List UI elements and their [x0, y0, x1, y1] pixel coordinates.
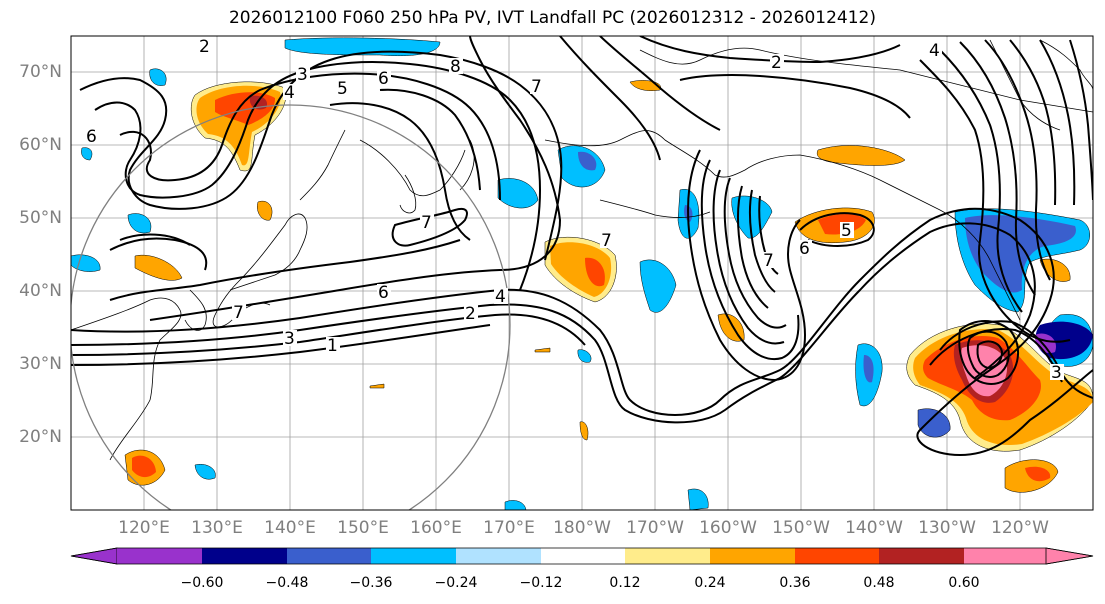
- contour-label: 8: [450, 57, 461, 77]
- lat-label: 70°N: [19, 62, 62, 82]
- colorbar-extend-high: [1045, 547, 1094, 565]
- contour-label: 6: [378, 283, 389, 303]
- colorbar-tick-label: −0.36: [349, 575, 393, 591]
- contour-label: 7: [531, 77, 542, 97]
- contour-label: 2: [771, 53, 782, 73]
- contour-label: 7: [421, 213, 432, 233]
- lat-label: 40°N: [19, 281, 62, 301]
- contour-label: 6: [86, 127, 97, 147]
- contour-label: 4: [929, 41, 940, 61]
- lon-label: 150°E: [337, 518, 389, 538]
- lon-label: 130°E: [191, 518, 243, 538]
- contour-label: 6: [799, 239, 810, 259]
- colorbar-tick-label: −0.48: [265, 575, 309, 591]
- contour-label: 2: [199, 37, 210, 57]
- contour-label: 7: [601, 231, 612, 251]
- contour-label-group: 2 3 4 5 6 8 7 2 4 6 7 7 3 1: [85, 37, 1064, 383]
- colorbar-segment: [117, 548, 202, 564]
- lon-label: 120°W: [991, 518, 1049, 538]
- lat-label: 60°N: [19, 135, 62, 155]
- landfall-region-circle: [71, 104, 511, 510]
- colorbar: [70, 547, 1094, 565]
- colorbar-tick-label: −0.24: [434, 575, 478, 591]
- lon-label: 130°W: [918, 518, 976, 538]
- colorbar-outline: [70, 547, 1094, 565]
- lon-label: 180°W: [553, 518, 611, 538]
- colorbar-segment: [371, 548, 456, 564]
- colorbar-segment: [541, 548, 625, 564]
- lat-label: 50°N: [19, 208, 62, 228]
- contour-label: 3: [1051, 363, 1062, 383]
- contour-label: 7: [233, 303, 244, 323]
- colorbar-segment: [202, 548, 287, 564]
- contour-label: 3: [284, 329, 295, 349]
- colorbar-tick-label: 0.36: [779, 575, 811, 591]
- lon-label: 170°W: [626, 518, 684, 538]
- contour-label: 6: [378, 69, 389, 89]
- colorbar-segment: [795, 548, 879, 564]
- colorbar-segment: [964, 548, 1046, 564]
- plot-frame: [70, 35, 1094, 511]
- lon-label: 170°E: [483, 518, 535, 538]
- colorbar-tick-label: −0.12: [519, 575, 563, 591]
- colorbar-segment: [625, 548, 710, 564]
- contour-label: 3: [297, 65, 308, 85]
- lat-label: 20°N: [19, 427, 62, 447]
- colorbar-tick-label: 0.48: [863, 575, 895, 591]
- lon-label: 160°E: [410, 518, 462, 538]
- colorbar-segment: [287, 548, 371, 564]
- lon-label: 120°E: [118, 518, 170, 538]
- contour-label: 5: [841, 221, 852, 241]
- colorbar-tick-label: 0.60: [948, 575, 980, 591]
- contour-label: 4: [284, 83, 295, 103]
- contour-label: 2: [465, 304, 476, 324]
- colorbar-tick-label: −0.60: [180, 575, 224, 591]
- colorbar-segment: [456, 548, 541, 564]
- contour-label: 5: [337, 79, 348, 99]
- colorbar-tick-label: 0.24: [694, 575, 726, 591]
- lon-label: 150°W: [772, 518, 830, 538]
- contour-label: 7: [763, 251, 774, 271]
- lon-label: 160°W: [699, 518, 757, 538]
- lon-label: 140°W: [845, 518, 903, 538]
- colorbar-segment: [710, 548, 795, 564]
- pv-contours: [71, 36, 1093, 457]
- map-title: 2026012100 F060 250 hPa PV, IVT Landfall…: [228, 8, 876, 28]
- lon-label: 140°E: [264, 518, 316, 538]
- lat-label: 30°N: [19, 354, 62, 374]
- colorbar-extend-low: [70, 547, 118, 565]
- contour-label: 1: [327, 336, 338, 356]
- contour-label: 4: [495, 287, 506, 307]
- colorbar-tick-label: 0.12: [609, 575, 641, 591]
- colorbar-segment: [879, 548, 964, 564]
